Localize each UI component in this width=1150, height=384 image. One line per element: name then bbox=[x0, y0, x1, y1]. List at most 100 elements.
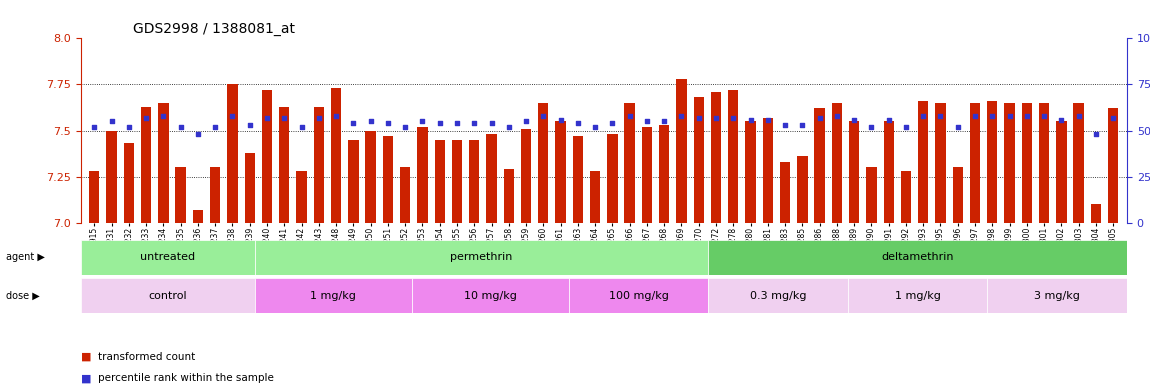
Point bbox=[983, 113, 1002, 119]
Point bbox=[1035, 113, 1053, 119]
Bar bbox=[1073, 103, 1083, 223]
Point bbox=[361, 118, 380, 124]
Text: 1 mg/kg: 1 mg/kg bbox=[895, 291, 941, 301]
FancyBboxPatch shape bbox=[708, 240, 1127, 275]
Bar bbox=[831, 103, 842, 223]
FancyBboxPatch shape bbox=[255, 240, 708, 275]
Bar bbox=[159, 103, 169, 223]
Text: 0.3 mg/kg: 0.3 mg/kg bbox=[750, 291, 806, 301]
Bar bbox=[555, 121, 566, 223]
Text: control: control bbox=[148, 291, 187, 301]
Bar bbox=[624, 103, 635, 223]
FancyBboxPatch shape bbox=[412, 278, 569, 313]
Text: ■: ■ bbox=[81, 352, 91, 362]
Text: transformed count: transformed count bbox=[98, 352, 196, 362]
Bar bbox=[297, 171, 307, 223]
Point bbox=[673, 113, 691, 119]
Bar bbox=[711, 92, 721, 223]
Point bbox=[568, 120, 586, 126]
Bar bbox=[331, 88, 342, 223]
Bar bbox=[969, 103, 980, 223]
Point bbox=[724, 114, 743, 121]
Text: GDS2998 / 1388081_at: GDS2998 / 1388081_at bbox=[133, 22, 294, 36]
Point bbox=[638, 118, 657, 124]
Bar bbox=[262, 90, 273, 223]
Point bbox=[447, 120, 466, 126]
Bar bbox=[314, 107, 324, 223]
Point bbox=[1052, 116, 1071, 122]
FancyBboxPatch shape bbox=[848, 278, 988, 313]
Point bbox=[1070, 113, 1088, 119]
Bar bbox=[228, 84, 238, 223]
Text: untreated: untreated bbox=[140, 252, 196, 262]
Bar bbox=[590, 171, 600, 223]
Text: 10 mg/kg: 10 mg/kg bbox=[463, 291, 516, 301]
Bar bbox=[210, 167, 221, 223]
Point bbox=[171, 124, 190, 130]
Bar bbox=[814, 108, 825, 223]
Text: 100 mg/kg: 100 mg/kg bbox=[608, 291, 668, 301]
Point bbox=[966, 113, 984, 119]
Point bbox=[120, 124, 138, 130]
Point bbox=[240, 122, 259, 128]
Point bbox=[776, 122, 795, 128]
Text: 3 mg/kg: 3 mg/kg bbox=[1034, 291, 1080, 301]
Point bbox=[189, 131, 207, 137]
Text: percentile rank within the sample: percentile rank within the sample bbox=[98, 373, 274, 383]
Point bbox=[621, 113, 639, 119]
Point bbox=[206, 124, 224, 130]
Bar bbox=[797, 156, 807, 223]
FancyBboxPatch shape bbox=[81, 240, 255, 275]
Bar bbox=[383, 136, 393, 223]
Point bbox=[845, 116, 864, 122]
Bar bbox=[279, 107, 290, 223]
Point bbox=[656, 118, 674, 124]
Bar bbox=[1090, 204, 1101, 223]
Bar bbox=[728, 90, 738, 223]
Point bbox=[378, 120, 397, 126]
Point bbox=[292, 124, 311, 130]
Bar bbox=[642, 127, 652, 223]
Point bbox=[1087, 131, 1105, 137]
Point bbox=[499, 124, 518, 130]
FancyBboxPatch shape bbox=[255, 278, 412, 313]
Bar bbox=[987, 101, 997, 223]
Point bbox=[551, 116, 569, 122]
Text: deltamethrin: deltamethrin bbox=[881, 252, 954, 262]
Point bbox=[914, 113, 933, 119]
Bar bbox=[780, 162, 790, 223]
Text: agent ▶: agent ▶ bbox=[6, 252, 45, 262]
Point bbox=[154, 113, 172, 119]
Point bbox=[1104, 114, 1122, 121]
Point bbox=[932, 113, 950, 119]
Bar bbox=[952, 167, 963, 223]
Point bbox=[811, 114, 829, 121]
Point bbox=[585, 124, 604, 130]
Text: permethrin: permethrin bbox=[451, 252, 513, 262]
Point bbox=[604, 120, 622, 126]
Point bbox=[309, 114, 328, 121]
FancyBboxPatch shape bbox=[708, 278, 848, 313]
Bar bbox=[1004, 103, 1014, 223]
Bar bbox=[1056, 121, 1066, 223]
Point bbox=[690, 114, 708, 121]
Bar bbox=[693, 98, 704, 223]
Point bbox=[396, 124, 414, 130]
Bar bbox=[521, 129, 531, 223]
Bar bbox=[504, 169, 514, 223]
Point bbox=[862, 124, 881, 130]
Point bbox=[482, 120, 500, 126]
Point bbox=[102, 118, 121, 124]
Point bbox=[275, 114, 293, 121]
Text: ■: ■ bbox=[81, 373, 91, 383]
Bar bbox=[573, 136, 583, 223]
Bar bbox=[866, 167, 876, 223]
Point bbox=[707, 114, 726, 121]
Bar bbox=[1021, 103, 1032, 223]
Bar bbox=[107, 131, 117, 223]
Point bbox=[1000, 113, 1019, 119]
Point bbox=[534, 113, 552, 119]
Point bbox=[137, 114, 155, 121]
Bar bbox=[676, 79, 687, 223]
Bar bbox=[245, 153, 255, 223]
